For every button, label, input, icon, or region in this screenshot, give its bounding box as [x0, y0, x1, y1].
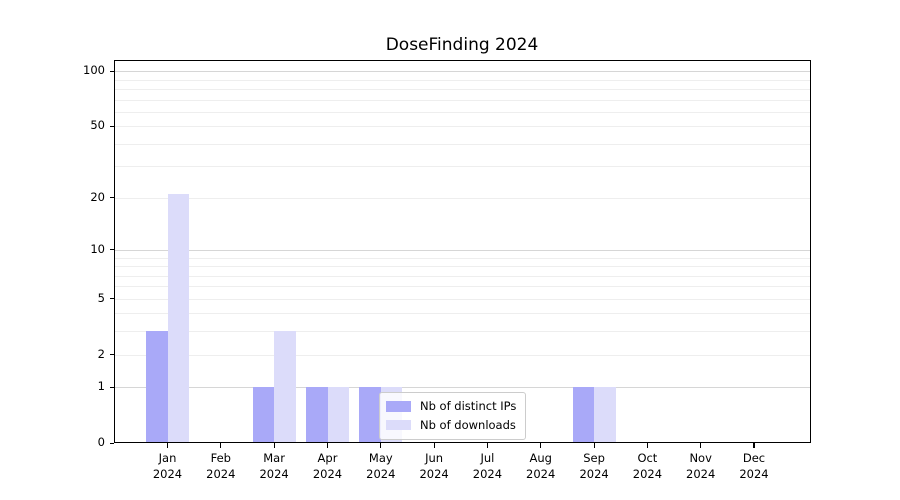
legend-label-distinct-ips: Nb of distinct IPs — [420, 399, 517, 414]
gridline-minor — [115, 266, 810, 267]
legend-item-distinct-ips: Nb of distinct IPs — [386, 397, 516, 416]
y-tick-mark — [109, 442, 114, 444]
x-tick-mark — [540, 443, 542, 448]
plot-area-border — [114, 60, 811, 443]
bar-downloads-mar — [274, 331, 296, 443]
gridline-minor — [115, 166, 810, 168]
legend-swatch-downloads — [386, 419, 411, 430]
gridline-minor — [115, 313, 810, 315]
x-tick-label-sep: Sep 2024 — [579, 451, 609, 481]
x-tick-mark — [753, 443, 755, 448]
gridline-minor — [115, 126, 810, 128]
y-tick-mark — [109, 125, 114, 127]
y-tick-label: 2 — [97, 346, 105, 361]
x-tick-label-jun: Jun 2024 — [419, 451, 449, 481]
chart-title: DoseFinding 2024 — [385, 35, 539, 55]
legend-swatch-distinct-ips — [386, 401, 411, 412]
x-tick-label-aug: Aug 2024 — [526, 451, 556, 481]
bar-downloads-sep — [594, 387, 616, 443]
y-tick-mark — [109, 197, 114, 199]
gridline-minor — [115, 79, 810, 81]
y-tick-label: 20 — [90, 189, 105, 204]
x-tick-label-may: May 2024 — [366, 451, 396, 481]
x-tick-mark — [166, 443, 169, 448]
gridline-minor — [115, 275, 810, 277]
y-tick-mark — [109, 70, 114, 72]
gridline-minor — [115, 298, 810, 300]
x-tick-mark — [700, 443, 702, 448]
y-tick-label: 0 — [97, 435, 105, 449]
y-tick-mark — [109, 298, 114, 300]
gridline-minor — [115, 197, 810, 199]
gridline-major — [115, 249, 810, 251]
x-tick-label-mar: Mar 2024 — [259, 451, 289, 481]
x-tick-mark — [593, 443, 595, 448]
gridline-major — [115, 71, 810, 73]
legend-item-downloads: Nb of downloads — [386, 416, 516, 435]
bar-distinct-ips-sep — [572, 387, 595, 443]
x-tick-label-dec: Dec 2024 — [739, 451, 769, 481]
x-tick-label-jul: Jul 2024 — [472, 451, 503, 481]
y-tick-label: 10 — [90, 241, 105, 256]
y-tick-mark — [109, 386, 114, 388]
gridline-minor — [115, 354, 810, 356]
x-tick-mark — [486, 443, 488, 448]
x-tick-mark — [273, 443, 275, 448]
x-tick-mark — [326, 443, 329, 448]
y-tick-label: 100 — [83, 63, 105, 78]
x-tick-label-feb: Feb 2024 — [206, 451, 236, 481]
x-tick-mark — [380, 443, 382, 448]
bar-distinct-ips-may — [359, 387, 381, 443]
bar-distinct-ips-apr — [306, 387, 328, 443]
y-tick-mark — [109, 249, 114, 251]
legend: Nb of distinct IPs Nb of downloads — [379, 392, 527, 440]
gridline-minor — [115, 143, 810, 145]
gridline-minor — [115, 257, 810, 259]
x-tick-mark — [646, 443, 648, 448]
x-tick-mark — [433, 443, 435, 448]
y-tick-label: 1 — [97, 379, 105, 394]
x-tick-label-apr: Apr 2024 — [312, 451, 343, 481]
x-tick-mark — [220, 443, 222, 448]
bar-distinct-ips-jan — [146, 331, 168, 443]
x-tick-label-jan: Jan 2024 — [152, 451, 183, 481]
y-tick-label: 5 — [97, 290, 105, 305]
y-tick-label: 50 — [90, 118, 105, 133]
gridline-minor — [115, 111, 810, 113]
y-tick-mark — [109, 354, 114, 356]
gridline-minor — [115, 88, 810, 90]
x-tick-label-nov: Nov 2024 — [686, 451, 716, 481]
legend-label-downloads: Nb of downloads — [420, 417, 516, 432]
bar-distinct-ips-mar — [252, 387, 275, 443]
bar-downloads-jan — [167, 194, 189, 443]
gridline-minor — [115, 286, 810, 288]
gridline-minor — [115, 331, 810, 333]
x-tick-label-oct: Oct 2024 — [632, 451, 663, 481]
bar-downloads-apr — [327, 387, 349, 443]
gridline-major — [115, 387, 810, 389]
gridline-minor — [115, 99, 810, 101]
